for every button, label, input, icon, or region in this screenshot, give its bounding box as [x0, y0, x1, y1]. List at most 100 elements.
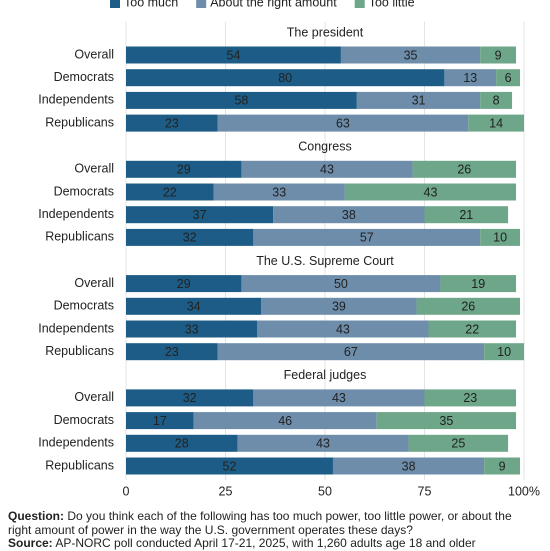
bar-segment — [340, 46, 481, 64]
bar-segment — [126, 91, 357, 109]
value-label: 34 — [187, 300, 201, 314]
value-label: 13 — [463, 71, 477, 85]
legend-swatch — [354, 0, 365, 8]
source-label: Source: — [8, 536, 53, 550]
y-tick-label: Democrats — [54, 413, 114, 427]
value-label: 23 — [463, 391, 477, 405]
bar-segment — [241, 275, 441, 293]
y-tick-label: Republicans — [45, 115, 114, 129]
value-label: 43 — [336, 322, 350, 336]
bar-segment — [126, 114, 218, 132]
legend-swatch — [196, 0, 207, 8]
value-label: 9 — [499, 459, 506, 473]
value-label: 31 — [412, 94, 426, 108]
bar-segment — [424, 389, 517, 407]
bar-segment — [344, 183, 517, 201]
value-label: 54 — [227, 48, 241, 62]
value-label: 39 — [332, 300, 346, 314]
y-tick-label: Republicans — [45, 458, 114, 472]
y-tick-label: Democrats — [54, 184, 114, 198]
bar-segment — [241, 160, 413, 178]
bar-segment — [444, 69, 497, 87]
bar-segment — [484, 457, 521, 475]
question: Question: Do you think each of the follo… — [8, 509, 538, 537]
bar-segment — [126, 320, 258, 338]
value-label: 9 — [495, 48, 502, 62]
legend-swatch — [110, 0, 120, 8]
bar-segment — [217, 114, 469, 132]
x-tick-label: 0 — [123, 484, 130, 498]
y-tick-label: Republicans — [45, 230, 114, 244]
value-label: 26 — [457, 163, 471, 177]
y-tick-label: Independents — [38, 321, 114, 335]
bar-segment — [126, 434, 238, 452]
value-label: 52 — [223, 459, 237, 473]
value-label: 63 — [336, 116, 350, 130]
value-label: 23 — [165, 345, 179, 359]
bar-segment — [126, 69, 445, 87]
value-label: 22 — [465, 322, 479, 336]
value-label: 37 — [193, 208, 207, 222]
bar-segment — [126, 297, 262, 315]
value-label: 10 — [493, 231, 507, 245]
bar-segment — [126, 412, 194, 430]
source-text: AP-NORC poll conducted April 17-21, 2025… — [55, 536, 476, 550]
value-label: 6 — [505, 71, 512, 85]
value-label: 21 — [459, 208, 473, 222]
value-label: 29 — [177, 277, 191, 291]
bar-segment — [193, 412, 377, 430]
value-label: 35 — [404, 48, 418, 62]
value-label: 35 — [439, 414, 453, 428]
y-tick-label: Republicans — [45, 344, 114, 358]
bar-segment — [253, 389, 425, 407]
value-label: 33 — [185, 322, 199, 336]
panel-title: The president — [287, 25, 364, 39]
bar-segment — [480, 91, 513, 109]
value-label: 14 — [489, 116, 503, 130]
x-tick-label: 100% — [508, 484, 540, 498]
bar-segment — [126, 183, 214, 201]
value-label: 38 — [402, 459, 416, 473]
question-label: Question: — [8, 509, 64, 523]
y-tick-label: Overall — [74, 47, 114, 61]
x-tick-label: 75 — [418, 484, 432, 498]
value-label: 32 — [183, 231, 197, 245]
source: Source: AP-NORC poll conducted April 17-… — [8, 536, 538, 551]
value-label: 80 — [278, 71, 292, 85]
value-label: 28 — [175, 437, 189, 451]
footnote: Question: Do you think each of the follo… — [8, 509, 538, 551]
value-label: 46 — [278, 414, 292, 428]
value-label: 17 — [153, 414, 167, 428]
bar-segment — [126, 457, 333, 475]
value-label: 43 — [320, 163, 334, 177]
bar-segment — [484, 343, 524, 361]
value-label: 32 — [183, 391, 197, 405]
value-label: 33 — [272, 185, 286, 199]
y-tick-label: Independents — [38, 93, 114, 107]
value-label: 22 — [163, 185, 177, 199]
value-label: 10 — [497, 345, 511, 359]
value-label: 58 — [234, 94, 248, 108]
bar-segment — [213, 183, 345, 201]
value-label: 29 — [177, 163, 191, 177]
bar-segment — [480, 46, 517, 64]
value-label: 25 — [451, 437, 465, 451]
bar-segment — [273, 206, 425, 224]
bar-segment — [408, 434, 509, 452]
y-tick-label: Overall — [74, 276, 114, 290]
value-label: 19 — [471, 277, 485, 291]
bar-segment — [440, 275, 517, 293]
legend-label: Too little — [369, 0, 415, 9]
bar-segment — [126, 160, 242, 178]
bar-segment — [126, 389, 254, 407]
bar-segment — [257, 320, 429, 338]
bar-segment — [376, 412, 517, 430]
value-label: 43 — [316, 437, 330, 451]
y-tick-label: Democrats — [54, 299, 114, 313]
bar-segment — [428, 320, 517, 338]
y-tick-label: Independents — [38, 436, 114, 450]
x-tick-label: 50 — [318, 484, 332, 498]
bar-segment — [237, 434, 409, 452]
value-label: 8 — [493, 94, 500, 108]
